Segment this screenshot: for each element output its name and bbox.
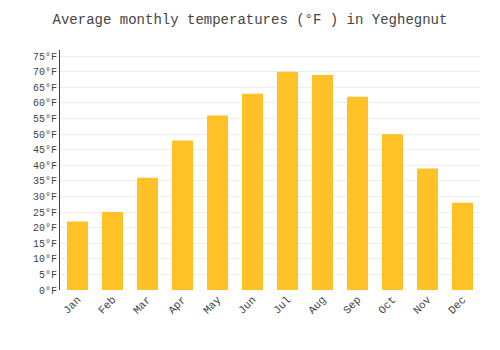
svg-text:55°F: 55°F bbox=[33, 114, 57, 125]
svg-text:0°F: 0°F bbox=[39, 286, 57, 297]
svg-text:Dec: Dec bbox=[446, 294, 468, 316]
svg-text:70°F: 70°F bbox=[33, 67, 57, 78]
svg-text:Oct: Oct bbox=[376, 294, 398, 316]
svg-text:Average monthly temperatures (: Average monthly temperatures (°F ) in Ye… bbox=[53, 12, 448, 28]
svg-text:Feb: Feb bbox=[96, 294, 118, 316]
svg-text:65°F: 65°F bbox=[33, 83, 57, 94]
svg-text:Sep: Sep bbox=[341, 294, 363, 316]
svg-text:Apr: Apr bbox=[166, 294, 188, 316]
svg-text:Mar: Mar bbox=[131, 294, 153, 316]
svg-text:75°F: 75°F bbox=[33, 52, 57, 63]
svg-text:Aug: Aug bbox=[306, 294, 328, 316]
svg-text:60°F: 60°F bbox=[33, 98, 57, 109]
svg-text:Nov: Nov bbox=[411, 294, 434, 317]
svg-text:25°F: 25°F bbox=[33, 208, 57, 219]
svg-text:Jun: Jun bbox=[236, 294, 258, 316]
svg-text:45°F: 45°F bbox=[33, 145, 57, 156]
svg-text:30°F: 30°F bbox=[33, 192, 57, 203]
svg-text:10°F: 10°F bbox=[33, 254, 57, 265]
svg-text:Jul: Jul bbox=[271, 294, 293, 316]
svg-text:40°F: 40°F bbox=[33, 161, 57, 172]
svg-text:Jan: Jan bbox=[61, 294, 83, 316]
svg-text:May: May bbox=[201, 294, 224, 317]
svg-text:20°F: 20°F bbox=[33, 223, 57, 234]
svg-text:15°F: 15°F bbox=[33, 239, 57, 250]
svg-text:50°F: 50°F bbox=[33, 130, 57, 141]
svg-text:5°F: 5°F bbox=[39, 270, 57, 281]
svg-text:35°F: 35°F bbox=[33, 176, 57, 187]
